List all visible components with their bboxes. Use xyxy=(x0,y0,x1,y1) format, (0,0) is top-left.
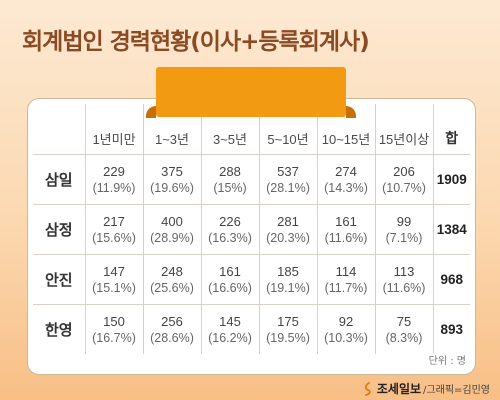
cell-count: 375 xyxy=(161,163,183,179)
unit-note: 단위 : 명 xyxy=(428,356,466,367)
table-row: 안진 147 (15.1%) 248 (25.6%) 161 (16.6%) 185(… xyxy=(33,254,470,305)
cell-count: 114 xyxy=(335,263,357,279)
ribbon-fold-left xyxy=(146,106,156,118)
cell-percent: (19.5%) xyxy=(266,330,310,345)
table-row: 한영 150 (16.7%) 256 (28.6%) 145 (16.2%) 175(… xyxy=(33,304,470,354)
cell-count: 175 xyxy=(277,313,299,329)
table-cell: 375 (19.6%) xyxy=(142,154,202,205)
column-header: 15년이상 xyxy=(374,104,434,155)
cell-count: 256 xyxy=(161,313,183,329)
table-cell: 537 (28.1%) xyxy=(258,154,318,205)
firm-name: 삼정 xyxy=(33,204,86,255)
ribbon-fold-right xyxy=(346,106,356,118)
row-total: 893 xyxy=(432,304,470,354)
header-corner xyxy=(33,104,86,155)
table-cell: 281 (20.3%) xyxy=(258,204,318,255)
row-total: 1384 xyxy=(432,204,470,255)
cell-count: 145 xyxy=(219,313,241,329)
footer-credit: 조세일보 /그래픽=김민영 xyxy=(363,380,490,397)
firm-name: 안진 xyxy=(33,254,86,305)
table-cell: 217 (15.6%) xyxy=(84,204,144,255)
cell-percent: (16.3%) xyxy=(208,230,252,245)
table-cell: 161 (16.6%) xyxy=(200,254,260,305)
table-cell: 145 (16.2%) xyxy=(200,304,260,354)
cell-count: 161 xyxy=(219,263,241,279)
cell-count: 226 xyxy=(219,213,241,229)
logo-icon xyxy=(364,381,371,396)
cell-percent: (7.1%) xyxy=(385,230,423,245)
total-header: 합 xyxy=(432,104,470,155)
table-row: 삼정 217 (15.6%) 400 (28.9%) 226 (16.3%) 281(… xyxy=(33,204,470,255)
table-cell: 99 (7.1%) xyxy=(374,204,434,255)
cell-count: 229 xyxy=(103,163,125,179)
cell-percent: (15.1%) xyxy=(92,280,136,295)
graphic-credit: /그래픽=김민영 xyxy=(423,385,490,396)
table-cell: 206 (10.7%) xyxy=(374,154,434,205)
cell-percent: (15.6%) xyxy=(92,230,136,245)
table-cell: 185 (19.1%) xyxy=(258,254,318,305)
column-header: 1년미만 xyxy=(84,104,144,155)
cell-count: 217 xyxy=(103,213,125,229)
table-cell: 150 (16.7%) xyxy=(84,304,144,354)
cell-percent: (15%) xyxy=(213,180,247,195)
cell-percent: (16.7%) xyxy=(92,330,136,345)
table-cell: 274 (14.3%) xyxy=(316,154,376,205)
table-cell: 226 (16.3%) xyxy=(200,204,260,255)
cell-count: 147 xyxy=(103,263,125,279)
table-cell: 229 (11.9%) xyxy=(84,154,144,205)
row-total: 968 xyxy=(432,254,470,305)
cell-percent: (11.7%) xyxy=(324,280,368,295)
cell-percent: (19.6%) xyxy=(150,180,194,195)
table-cell: 114 (11.7%) xyxy=(316,254,376,305)
table-cell: 147 (15.1%) xyxy=(84,254,144,305)
cell-percent: (19.1%) xyxy=(266,280,310,295)
cell-count: 537 xyxy=(277,163,299,179)
table-cell: 400 (28.9%) xyxy=(142,204,202,255)
cell-percent: (10.3%) xyxy=(324,330,368,345)
table-cell: 288 (15%) xyxy=(200,154,260,205)
cell-percent: (16.2%) xyxy=(208,330,252,345)
cell-count: 281 xyxy=(277,213,299,229)
cell-percent: (14.3%) xyxy=(324,180,368,195)
cell-percent: (8.3%) xyxy=(385,330,423,345)
cell-percent: (11.6%) xyxy=(382,280,426,295)
cell-count: 75 xyxy=(396,313,412,329)
cell-count: 161 xyxy=(335,213,357,229)
logo-text: 조세일보 xyxy=(376,382,422,396)
table-cell: 113 (11.6%) xyxy=(374,254,434,305)
cell-count: 248 xyxy=(161,263,183,279)
row-total: 1909 xyxy=(432,154,470,205)
cell-count: 288 xyxy=(219,163,241,179)
cell-count: 274 xyxy=(335,163,357,179)
cell-percent: (16.6%) xyxy=(208,280,252,295)
cell-percent: (11.9%) xyxy=(92,180,136,195)
table-row: 삼일 229 (11.9%) 375 (19.6%) 288 (15%) 537 (28… xyxy=(33,154,470,205)
cell-percent: (10.7%) xyxy=(382,180,426,195)
career-table: 1년미만 1~3년 3~5년 5~10년 10~15년 15년이상 합 삼일 2… xyxy=(33,104,470,354)
table-cell: 256 (28.6%) xyxy=(142,304,202,354)
cell-count: 113 xyxy=(393,263,415,279)
table-cell: 175 (19.5%) xyxy=(258,304,318,354)
table-cell: 75 (8.3%) xyxy=(374,304,434,354)
firm-name: 삼일 xyxy=(33,154,86,205)
cell-count: 206 xyxy=(393,163,415,179)
page-title: 회계법인 경력현황(이사+등록회계사) xyxy=(22,29,370,55)
table-cell: 161 (11.6%) xyxy=(316,204,376,255)
table-cell: 248 (25.6%) xyxy=(142,254,202,305)
header-ribbon xyxy=(156,67,346,117)
cell-percent: (28.9%) xyxy=(150,230,194,245)
cell-count: 185 xyxy=(277,263,299,279)
table-cell: 92 (10.3%) xyxy=(316,304,376,354)
cell-count: 99 xyxy=(396,213,412,229)
cell-percent: (25.6%) xyxy=(150,280,194,295)
firm-name: 한영 xyxy=(33,304,86,354)
cell-count: 400 xyxy=(161,213,183,229)
cell-percent: (28.6%) xyxy=(150,330,194,345)
cell-count: 150 xyxy=(103,313,125,329)
cell-count: 92 xyxy=(338,313,354,329)
cell-percent: (28.1%) xyxy=(266,180,310,195)
cell-percent: (11.6%) xyxy=(324,230,368,245)
cell-percent: (20.3%) xyxy=(266,230,310,245)
